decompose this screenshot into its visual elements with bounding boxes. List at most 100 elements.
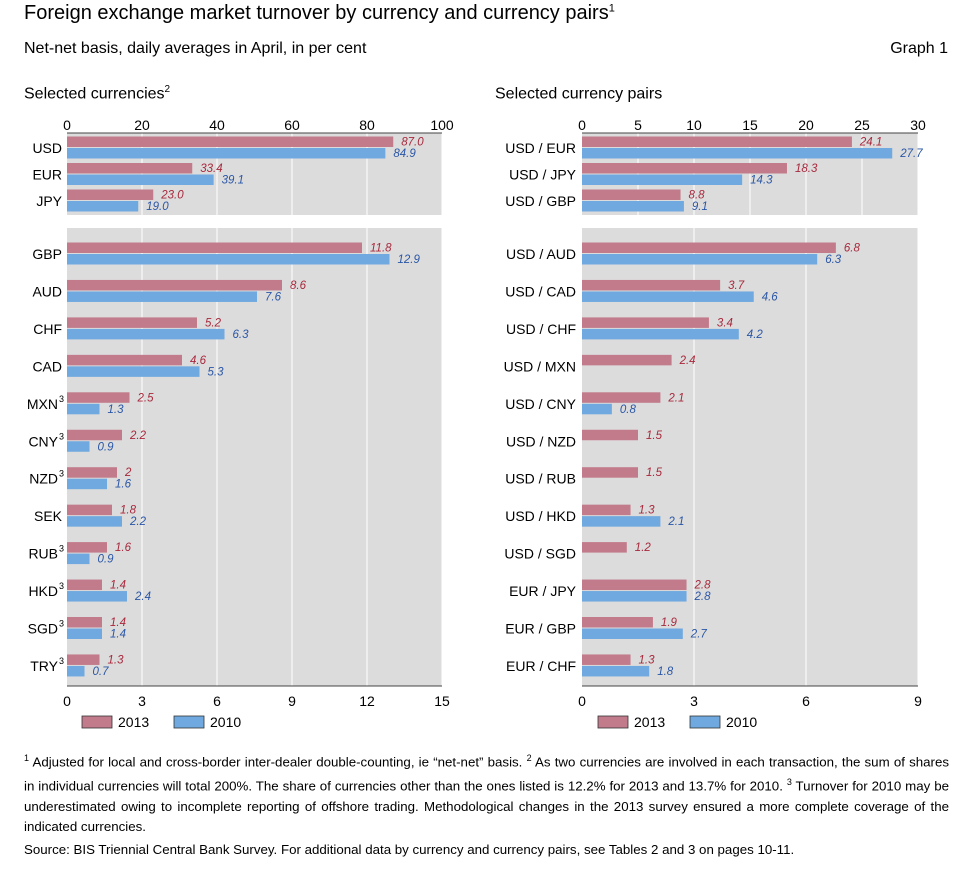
- footnote-2-mark: 2: [526, 753, 532, 763]
- panel-0-category-note: 3: [59, 394, 64, 404]
- panel-1-data-label-2010: 14.3: [750, 175, 773, 187]
- panel-1-bar-2013: [582, 354, 672, 366]
- panel-0-data-label-2010: 84.9: [393, 148, 416, 160]
- footnote-2: As two currencies are involved in each t…: [24, 754, 950, 794]
- panel-0-bottom-tick-label: 3: [138, 693, 146, 709]
- panel-1-data-label-2010: 6.3: [825, 254, 842, 266]
- panel-1-bottom-background: [582, 228, 918, 686]
- panel-0-bar-2010: [67, 591, 127, 602]
- panel-1-category-label: USD / GBP: [505, 193, 576, 209]
- panel-1-bar-2013: [582, 242, 836, 253]
- panel-1-legend-label-2013: 2013: [634, 714, 665, 730]
- panel-0-top-tick-label: 60: [284, 117, 300, 133]
- panel-0-bottom-tick-label: 0: [63, 693, 71, 709]
- panel-1-data-label-2013: 3.7: [728, 280, 745, 292]
- panel-0-bar-2013: [67, 392, 130, 403]
- panel-1-data-label-2013: 18.3: [795, 163, 818, 175]
- panel-0-bottom-background: [67, 228, 442, 686]
- panel-0-top-tick-label: 100: [430, 117, 454, 133]
- panel-0-data-label-2013: 1.4: [110, 617, 126, 629]
- panel-0-bar-2013: [67, 617, 102, 628]
- footnote-1-mark: 1: [24, 753, 30, 763]
- footnotes: 1 Adjusted for local and cross-border in…: [24, 748, 949, 837]
- panel-1-data-label-2010: 2.1: [667, 516, 684, 528]
- panel-1-bottom-tick-label: 3: [690, 693, 698, 709]
- panel-1-data-label-2010: 27.7: [899, 148, 923, 160]
- panel-1-bar-2013: [582, 429, 638, 441]
- panel-1-legend-swatch-2010: [689, 715, 721, 729]
- panel-0-data-label-2013: 87.0: [401, 137, 424, 149]
- panel-0-bar-2013: [67, 429, 122, 441]
- panel-1-category-label: USD / CAD: [505, 283, 576, 299]
- panel-0-bar-2010: [67, 254, 390, 265]
- page-title: Foreign exchange market turnover by curr…: [24, 2, 615, 24]
- panel-1-data-label-2010: 9.1: [692, 201, 708, 213]
- panel-1-category-label: USD / AUD: [506, 246, 576, 262]
- panel-1-data-label-2010: 2.8: [694, 591, 712, 603]
- panel-1-data-label-2013: 1.2: [635, 542, 652, 554]
- panel-1-data-label-2013: 2.1: [667, 392, 684, 404]
- panel-0-bottom-tick-label: 15: [434, 693, 450, 709]
- panel-1-legend-swatch-2013: [597, 715, 629, 729]
- panel-0-data-label-2013: 2.5: [137, 392, 155, 404]
- panel-1-bar-2010: [582, 174, 743, 185]
- panel-1-data-label-2010: 0.8: [620, 404, 637, 416]
- panel-0-data-label-2010: 1.4: [110, 629, 126, 641]
- panel-0-category-label: HKD: [28, 583, 58, 599]
- panel-1-bar-2013: [582, 617, 653, 628]
- footnote-1: Adjusted for local and cross-border inte…: [32, 754, 523, 770]
- panel-0-top-tick-label: 20: [134, 117, 150, 133]
- panel-1-data-label-2010: 2.7: [690, 629, 708, 641]
- panel-0-category-note: 3: [59, 581, 64, 591]
- panel-0-bar-2010: [67, 478, 107, 490]
- panel-0-bar-2013: [67, 163, 193, 174]
- panel-0-data-label-2013: 1.3: [108, 654, 125, 666]
- panel-1-data-label-2013: 1.3: [639, 654, 656, 666]
- panel-1-category-label: USD / JPY: [509, 167, 577, 183]
- panel-1-data-label-2013: 2.8: [694, 580, 712, 592]
- panel-0-bar-2010: [67, 665, 85, 677]
- panel-1-bar-2013: [582, 579, 687, 591]
- panel-0-data-label-2013: 8.6: [290, 280, 307, 292]
- panel-1-bottom-tick-label: 0: [578, 693, 586, 709]
- panel-0-category-label: CNY: [28, 433, 58, 449]
- panel-0-category-label: JPY: [36, 193, 62, 209]
- panel-1-top-tick-label: 5: [634, 117, 642, 133]
- panel-0-category-note: 3: [59, 431, 64, 441]
- panel-1-category-label: EUR / GBP: [505, 621, 576, 637]
- panel-1-top-tick-label: 0: [578, 117, 586, 133]
- panel-0-bar-2013: [67, 579, 102, 591]
- graph-number: Graph 1: [890, 40, 948, 57]
- panel-0-category-note: 3: [59, 469, 64, 479]
- panel-0-bar-2013: [67, 467, 117, 478]
- panel-0-data-label-2013: 2: [124, 467, 132, 479]
- panel-0-data-label-2013: 1.4: [110, 580, 126, 592]
- panel-1-bar-2010: [582, 201, 684, 212]
- panel-1-category-label: USD / EUR: [505, 140, 576, 156]
- panel-0-category-label: USD: [32, 140, 62, 156]
- panel-0-data-label-2010: 0.9: [98, 441, 115, 453]
- panel-1-category-label: USD / SGD: [504, 546, 576, 562]
- left-panel-title-note: 2: [164, 84, 171, 95]
- panel-0-data-label-2010: 39.1: [222, 175, 244, 187]
- panel-0-data-label-2013: 23.0: [160, 190, 184, 202]
- panel-1-bar-2013: [582, 163, 787, 174]
- panel-0-data-label-2010: 19.0: [146, 201, 169, 213]
- panel-0-data-label-2010: 1.3: [108, 404, 125, 416]
- panel-1-bar-2010: [582, 148, 893, 159]
- panel-1-data-label-2013: 24.1: [859, 137, 882, 149]
- panel-0-category-label: MXN: [27, 396, 58, 412]
- panel-1-category-label: USD / CHF: [506, 321, 576, 337]
- panel-0-category-label: SEK: [34, 508, 63, 524]
- panel-1-data-label-2013: 6.8: [844, 243, 861, 255]
- panel-1-bottom-tick-label: 6: [802, 693, 810, 709]
- panel-1-bar-2013: [582, 136, 852, 147]
- panel-0-bar-2013: [67, 504, 112, 516]
- panel-1-bar-2010: [582, 591, 687, 602]
- panel-0-bar-2010: [67, 291, 257, 302]
- panel-0-bar-2013: [67, 654, 100, 665]
- panel-1-legend-label-2010: 2010: [726, 714, 757, 730]
- panel-0-data-label-2010: 0.7: [93, 666, 110, 678]
- panel-0-category-label: SGD: [28, 621, 58, 637]
- page-subtitle: Net-net basis, daily averages in April, …: [24, 40, 367, 57]
